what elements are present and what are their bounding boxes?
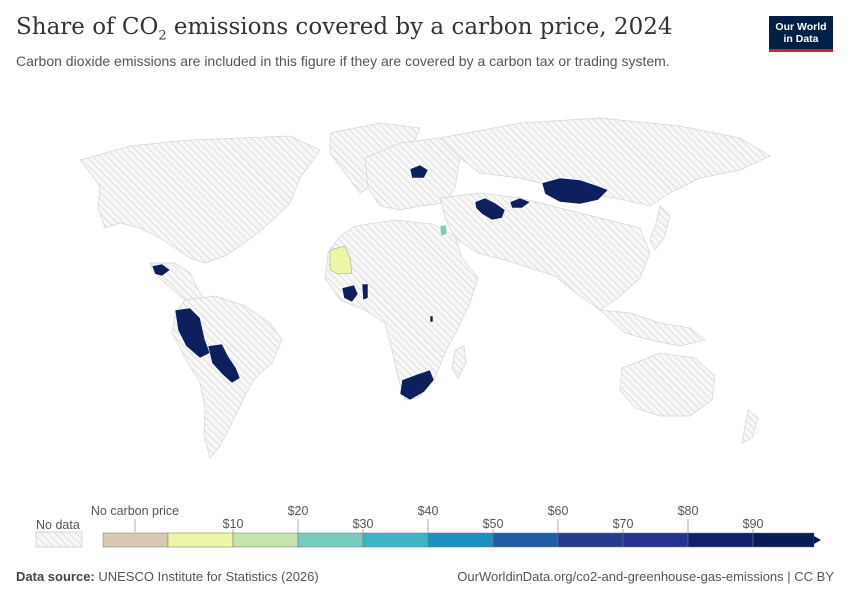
legend-bin[interactable]	[232, 532, 299, 548]
asia-south[interactable]	[439, 192, 651, 311]
logo-line-2: in Data	[783, 33, 819, 45]
legend-arrow	[814, 536, 821, 544]
no-carbon-price-label: No carbon price	[91, 504, 179, 518]
legend-bin[interactable]	[752, 532, 815, 548]
country-bolivia-paraguay[interactable]	[207, 343, 241, 384]
legend-bin[interactable]	[622, 532, 689, 548]
legend-bin[interactable]	[427, 532, 494, 548]
country-mauritania[interactable]	[329, 245, 353, 275]
legend-tick-label: $20	[288, 504, 309, 518]
legend-bin[interactable]	[102, 532, 169, 548]
country-burundi[interactable]	[429, 315, 434, 323]
legend-bin[interactable]	[492, 532, 559, 548]
data-source: Data source: UNESCO Institute for Statis…	[16, 569, 319, 584]
legend-tick-label: $70	[613, 517, 634, 531]
africa[interactable]	[324, 219, 479, 401]
legend-tick-label: $40	[418, 504, 439, 518]
no-data-swatch[interactable]	[35, 531, 83, 548]
no-data-label: No data	[36, 518, 80, 532]
color-legend: No data No carbon price $10 $20 $30 $40 $50 $…	[35, 504, 821, 548]
country-kyrgyzstan[interactable]	[509, 197, 531, 209]
legend-tick-label: $80	[678, 504, 699, 518]
north-america[interactable]	[79, 135, 321, 264]
australia[interactable]	[619, 352, 716, 417]
source-url[interactable]: OurWorldinData.org/co2-and-greenhouse-ga…	[457, 569, 834, 584]
country-jordan[interactable]	[439, 224, 448, 237]
logo-line-1: Our World	[775, 21, 827, 33]
legend-tick-label: $50	[483, 517, 504, 531]
legend-tick-label: $10	[223, 517, 244, 531]
legend-tick-label: $30	[353, 517, 374, 531]
legend-bin[interactable]	[362, 532, 429, 548]
chart-title: Share of CO2 emissions covered by a carb…	[16, 14, 673, 44]
legend-tick-label: $60	[548, 504, 569, 518]
madagascar[interactable]	[451, 345, 467, 379]
chart-subtitle: Carbon dioxide emissions are included in…	[16, 53, 670, 69]
russia-asia[interactable]	[439, 117, 771, 207]
japan[interactable]	[649, 205, 671, 251]
country-guatemala-honduras[interactable]	[151, 263, 171, 277]
owid-logo[interactable]: Our World in Data	[769, 16, 833, 52]
legend-bin[interactable]	[687, 532, 754, 548]
country-south-africa[interactable]	[399, 369, 435, 401]
country-ghana[interactable]	[361, 283, 369, 301]
country-belarus[interactable]	[409, 164, 429, 179]
country-uzbekistan-turkmenistan[interactable]	[474, 197, 506, 221]
world-map[interactable]	[0, 78, 850, 498]
new-zealand[interactable]	[741, 409, 759, 444]
legend-bin[interactable]	[167, 532, 234, 548]
legend-bin[interactable]	[297, 532, 364, 548]
legend-bin[interactable]	[557, 532, 624, 548]
country-ivory-coast[interactable]	[341, 284, 359, 303]
southeast-asia[interactable]	[598, 309, 706, 347]
legend-tick-label: $90	[743, 517, 764, 531]
country-mongolia[interactable]	[541, 177, 609, 205]
